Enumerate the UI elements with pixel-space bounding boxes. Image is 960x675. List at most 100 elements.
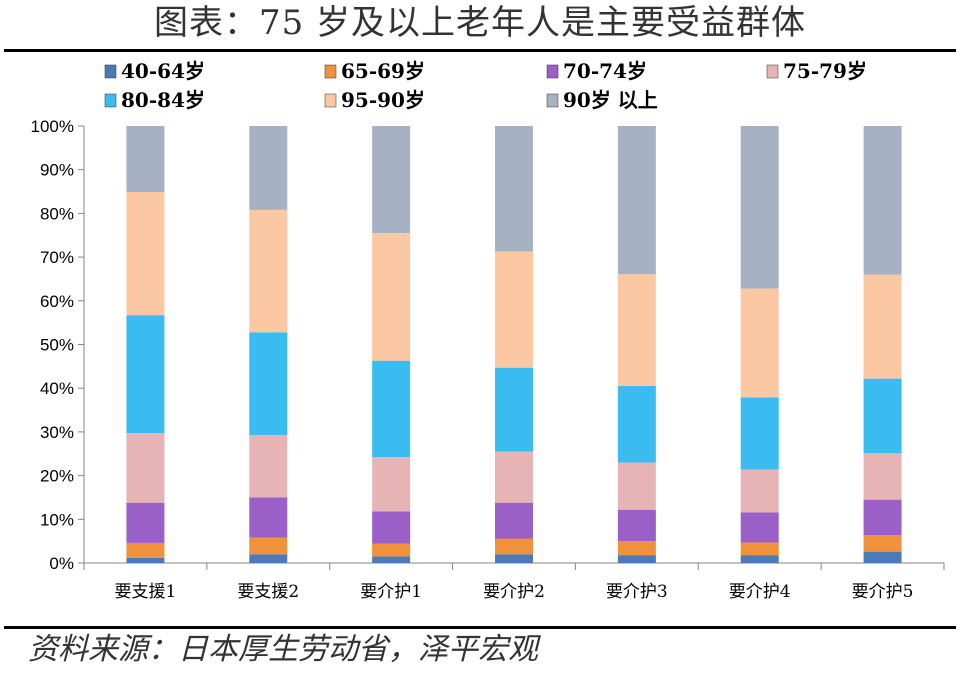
bar-segment [249,332,288,435]
bar-segment [740,469,779,513]
y-tick-label: 40% [40,379,74,398]
bar-segment [495,126,533,252]
bar-segment [617,462,656,510]
bar-stack [372,126,411,563]
bar-segment [617,509,656,542]
bar-segment [495,538,533,555]
bar-segment [863,126,902,275]
chart-title: 图表：75 岁及以上老年人是主要受益群体 [153,3,807,43]
bar-segment [740,397,779,470]
bar-segment [740,288,779,398]
bar-segment [372,556,411,563]
y-tick-label: 90% [40,161,74,180]
bar-segment [372,233,411,361]
bar-segment [372,126,411,234]
legend-swatch [546,64,559,79]
bar-segment [372,457,411,512]
legend-label: 70-74岁 [563,59,647,83]
bar-segment [126,191,165,316]
legend-label: 65-69岁 [341,59,425,83]
bar-segment [863,499,902,536]
bar-segment [863,551,902,563]
y-tick-label: 20% [40,467,74,486]
legend-swatch [546,93,559,108]
y-tick-label: 60% [40,292,74,311]
bar-segment [740,555,779,563]
bar-segment [617,541,656,556]
bar-segment [740,542,779,556]
bar-segment [863,535,902,552]
stacked-bar-chart: 40-64岁 65-69岁 70-74岁 75-79岁 80-84岁 95-90岁 90岁 … [31,59,945,602]
legend-item: 70-74岁 [546,59,647,83]
y-axis: 0% 10% 20% 30% 40% 50% 60% 70% 80% 90% 100% [31,117,85,573]
legend-swatch [104,64,117,79]
x-tick-label: 要介护3 [606,582,668,602]
bar-segment [863,378,902,454]
bar-segment [495,502,533,539]
y-tick-label: 10% [40,510,74,529]
legend-item: 95-90岁 [324,88,425,112]
bar-segment [863,274,902,379]
y-tick-label: 0% [49,554,74,573]
legend-item: 40-64岁 [104,59,205,83]
bar-segment [126,126,165,192]
legend-label: 95-90岁 [341,88,425,112]
y-tick-label: 70% [40,248,74,267]
bar-segment [126,557,165,563]
legend-label: 80-84岁 [121,88,205,112]
legend-swatch [324,93,337,108]
legend-swatch [104,93,117,108]
x-tick-label: 要介护2 [483,582,545,602]
bar-segment [495,554,533,563]
bar-segment [372,511,411,544]
legend-item: 90岁 以上 [546,88,658,112]
bar-segment [126,502,165,543]
source-note: 资料来源：日本厚生劳动省，泽平宏观 [28,632,538,667]
x-tick-label: 要支援2 [237,582,299,602]
legend: 40-64岁 65-69岁 70-74岁 75-79岁 80-84岁 95-90岁 90岁 … [104,59,867,112]
y-tick-label: 100% [31,117,74,136]
bar-segment [249,537,288,555]
bar-stack [863,126,902,563]
y-tick-label: 80% [40,204,74,223]
legend-label: 90岁 以上 [563,88,658,112]
bar-segment [495,251,533,368]
bar-segment [249,209,288,333]
bar-segment [863,453,902,500]
x-tick-label: 要支援1 [115,582,177,602]
bar-segment [372,360,411,458]
bar-segment [126,433,165,503]
bar-segment [495,451,533,503]
y-tick-label: 30% [40,423,74,442]
bar-segment [126,542,165,558]
title-divider [4,49,956,52]
bar-stack [126,126,165,563]
bar-segment [617,274,656,387]
bar-segment [126,315,165,434]
bar-segment [495,367,533,452]
legend-item: 80-84岁 [104,88,205,112]
x-tick-label: 要介护4 [729,582,791,602]
y-tick-label: 50% [40,336,74,355]
bar-segment [249,434,288,498]
bar-segment [740,126,779,289]
x-tick-label: 要介护1 [360,582,422,602]
bar-segment [249,497,288,538]
bar-segment [372,543,411,557]
legend-label: 75-79岁 [783,59,867,83]
bar-segment [617,126,656,275]
legend-item: 65-69岁 [324,59,425,83]
legend-swatch [766,64,779,79]
bar-segment [249,126,288,210]
legend-item: 75-79岁 [766,59,867,83]
source-divider [4,626,956,629]
bar-segment [617,386,656,463]
bar-segment [249,554,288,563]
bar-stack [495,126,533,563]
bar-segment [740,512,779,543]
bar-stack [740,126,779,563]
bars [126,126,902,563]
legend-label: 40-64岁 [121,59,205,83]
bar-stack [617,126,656,563]
bar-stack [249,126,288,563]
